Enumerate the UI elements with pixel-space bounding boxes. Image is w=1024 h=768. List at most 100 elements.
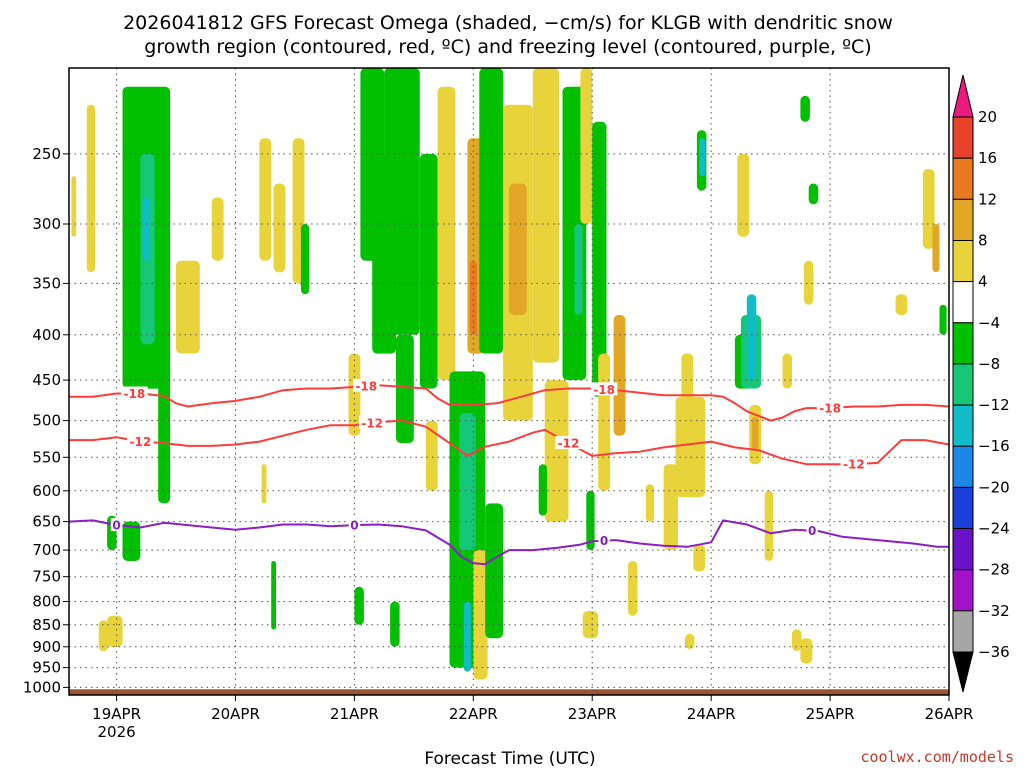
- omega-region-46: [582, 611, 599, 639]
- y-tick-label-0: 250: [32, 145, 61, 163]
- x-tick-label-0: 19APR: [92, 705, 141, 723]
- y-tick-label-15: 1000: [23, 678, 61, 696]
- colorbar-label-6: −8: [978, 355, 1000, 373]
- omega-region-34: [479, 68, 504, 354]
- colorbar-label-4: 4: [978, 273, 988, 291]
- omega-region-4: [107, 615, 123, 647]
- omega-region-10: [176, 260, 200, 354]
- y-tick-label-14: 950: [32, 659, 61, 677]
- omega-region-13: [273, 183, 286, 273]
- omega-region-9: [158, 362, 171, 504]
- omega-region-67: [800, 638, 813, 664]
- omega-region-48: [613, 315, 626, 436]
- y-axis-pressure: 250 300 350 400 450 500 550 600 650 700 750 800 850 9…: [23, 145, 69, 696]
- omega-region-29: [459, 412, 476, 551]
- colorbar-bin-7: [952, 404, 974, 447]
- omega-region-63: [751, 416, 759, 451]
- colorbar-bin-9: [952, 486, 974, 530]
- contour-lines: [69, 384, 949, 566]
- colorbar-bin-12: [952, 610, 974, 653]
- colorbar-bin-1: [952, 157, 974, 200]
- colorbar-bin-5: [952, 322, 974, 365]
- omega-region-68: [803, 260, 814, 305]
- colorbar-label-8: −16: [978, 437, 1010, 455]
- colorbar-bin-0: [952, 116, 974, 159]
- colorbar-bin-11: [952, 569, 974, 612]
- omega-region-17: [271, 561, 276, 630]
- colorbar-label-10: −24: [978, 520, 1010, 538]
- omega-region-18: [348, 353, 361, 436]
- credit-link[interactable]: coolwx.com/models: [860, 748, 1014, 766]
- omega-region-50: [645, 484, 655, 522]
- omega-region-74: [939, 304, 947, 335]
- colorbar-label-0: 20: [978, 108, 997, 126]
- contour-label-bg-2-3: [806, 523, 818, 537]
- chart-title-line2: growth region (contoured, red, ºC) and f…: [144, 36, 871, 58]
- omega-region-35: [485, 503, 503, 639]
- y-tick-label-1: 300: [32, 215, 61, 233]
- colorbar-label-9: −20: [978, 478, 1010, 496]
- contour-label-0-2: -18: [593, 383, 615, 397]
- y-tick-label-11: 800: [32, 593, 61, 611]
- x-tick-label-3: 22APR: [449, 705, 498, 723]
- omega-region-51: [663, 464, 678, 551]
- omega-region-43: [580, 68, 593, 224]
- omega-region-61: [746, 294, 757, 381]
- omega-region-69: [808, 183, 819, 205]
- colorbar-label-12: −32: [978, 602, 1010, 620]
- contour-label-0-0: -18: [124, 387, 146, 401]
- colorbar-bottom-arrow: [952, 651, 974, 693]
- contour-line-0: [69, 384, 949, 422]
- colorbar-bin-10: [952, 528, 974, 571]
- colorbar-label-5: −4: [978, 314, 1000, 332]
- contour-label-bg-0-2: [590, 382, 618, 396]
- omega-region-11: [211, 197, 224, 261]
- y-tick-label-3: 400: [32, 326, 61, 344]
- x-tick-label-2: 21APR: [330, 705, 379, 723]
- contour-label-2-3: 0: [808, 524, 816, 538]
- omega-region-15: [300, 224, 310, 295]
- x-tick-label-4: 23APR: [568, 705, 617, 723]
- colorbar-bin-2: [952, 198, 974, 242]
- contour-label-bg-2-1: [348, 518, 361, 532]
- omega-region-38: [532, 68, 559, 363]
- contour-label-bg-1-2: [555, 436, 582, 450]
- omega-region-8: [142, 197, 150, 261]
- ground-strip: [69, 689, 949, 695]
- omega-region-37: [509, 183, 527, 315]
- y-tick-label-6: 550: [32, 448, 61, 466]
- y-tick-label-8: 650: [32, 513, 61, 531]
- contour-label-1-0: -12: [130, 435, 152, 449]
- omega-region-47: [598, 353, 611, 491]
- omega-region-58: [737, 153, 750, 237]
- contour-label-bg-2-0: [110, 518, 123, 532]
- omega-region-54: [693, 544, 706, 572]
- colorbar-label-3: 8: [978, 232, 988, 250]
- omega-region-49: [627, 561, 638, 616]
- omega-region-57: [699, 138, 706, 177]
- colorbar-bin-6: [952, 363, 974, 406]
- omega-region-64: [764, 490, 773, 561]
- omega-region-23: [396, 334, 414, 444]
- y-tick-label-10: 750: [32, 568, 61, 586]
- color-legend: 20 16 12 8 4 −4 −8 −12 −16 −20 −24 −28 −32 −36: [952, 74, 1010, 693]
- omega-region-45: [586, 490, 595, 551]
- omega-region-27: [437, 86, 456, 381]
- chart-title-line1: 2026041812 GFS Forecast Omega (shaded, −…: [123, 12, 893, 34]
- omega-shading: [71, 68, 947, 680]
- y-tick-label-7: 600: [32, 482, 61, 500]
- contour-label-bg-0-3: [816, 401, 844, 415]
- y-tick-label-13: 900: [32, 638, 61, 656]
- contour-label-2-0: 0: [112, 519, 120, 533]
- y-tick-label-2: 350: [32, 274, 61, 292]
- contour-label-bg-0-0: [121, 386, 148, 400]
- omega-region-22: [384, 68, 420, 335]
- y-tick-label-12: 850: [32, 616, 61, 634]
- x-axis-label: Forecast Time (UTC): [424, 749, 595, 768]
- contour-labels: -18 -18 -18 -18 -12 -12 -12 -12 0 0 0 0: [110, 379, 868, 548]
- omega-region-25: [419, 153, 438, 389]
- y-tick-label-5: 500: [32, 412, 61, 430]
- omega-region-1: [86, 104, 96, 273]
- omega-region-40: [538, 464, 547, 516]
